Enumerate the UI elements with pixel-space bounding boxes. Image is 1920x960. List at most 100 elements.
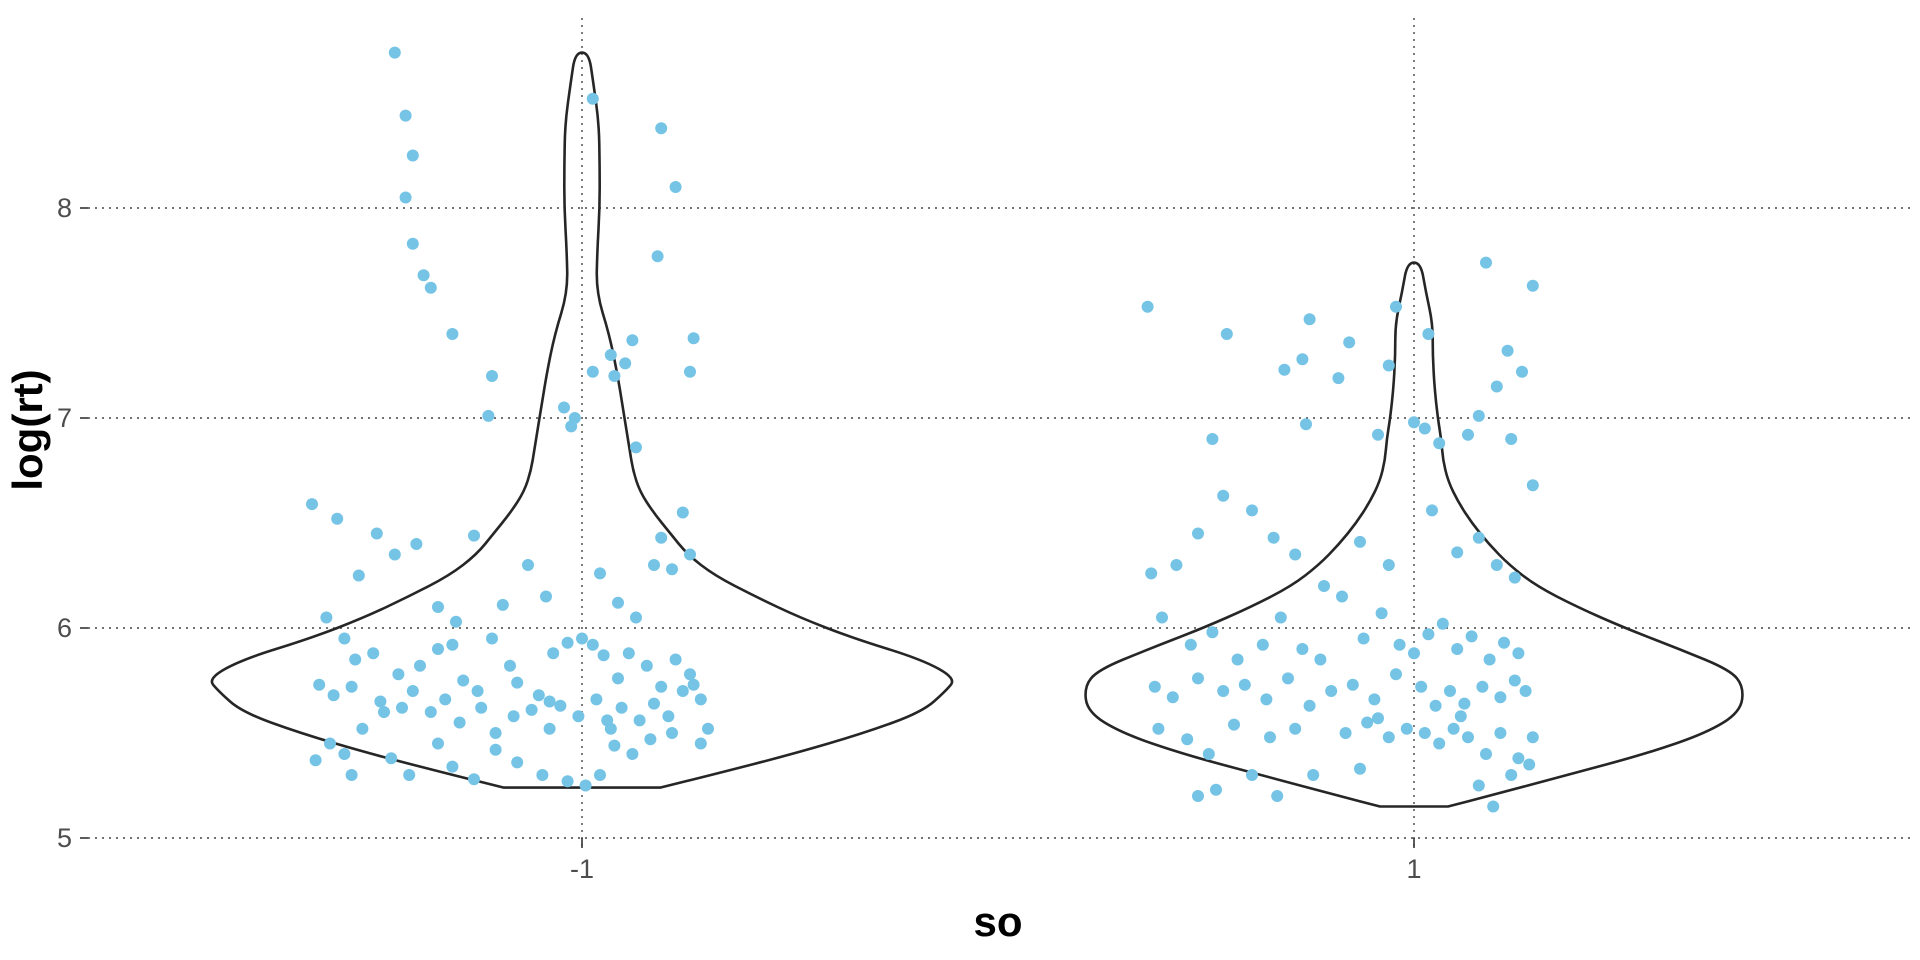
data-point <box>399 109 412 122</box>
data-point <box>1271 790 1284 802</box>
data-point <box>1148 680 1161 693</box>
data-point <box>1206 626 1219 639</box>
data-point <box>432 643 444 655</box>
data-point <box>507 710 520 723</box>
data-point <box>540 590 552 603</box>
data-point <box>1325 685 1338 697</box>
data-point <box>1246 769 1258 781</box>
y-axis-title: log(rt) <box>4 369 51 490</box>
data-point <box>1429 699 1442 712</box>
data-point <box>309 754 322 767</box>
data-point <box>1483 653 1496 666</box>
data-point <box>1339 727 1352 739</box>
data-point <box>468 529 480 542</box>
data-point <box>486 632 498 645</box>
data-point <box>1480 748 1492 760</box>
data-point <box>586 92 599 105</box>
data-point <box>666 727 678 739</box>
data-point <box>633 714 646 727</box>
data-point <box>1192 790 1204 802</box>
data-point <box>1382 731 1395 744</box>
data-point <box>424 281 437 294</box>
data-point <box>644 733 657 746</box>
data-point <box>504 659 516 672</box>
data-point <box>349 653 362 666</box>
data-point <box>676 506 689 519</box>
data-point <box>572 710 585 723</box>
data-point <box>1458 697 1471 710</box>
data-point <box>1303 313 1316 326</box>
data-point <box>1184 638 1197 651</box>
data-point <box>662 710 675 723</box>
data-point <box>356 722 369 735</box>
data-point <box>1372 712 1384 725</box>
data-point <box>1246 504 1258 517</box>
y-tick-label: 8 <box>57 193 72 223</box>
data-point <box>666 563 678 576</box>
data-point <box>561 775 574 788</box>
data-point <box>594 567 606 580</box>
data-point <box>655 531 668 544</box>
data-point <box>576 632 588 645</box>
data-point <box>457 674 470 687</box>
data-point <box>388 548 401 561</box>
data-point <box>1494 691 1507 704</box>
data-point <box>1476 680 1489 693</box>
data-point <box>1220 328 1233 340</box>
data-point <box>1512 647 1525 660</box>
data-point <box>608 739 621 752</box>
data-point <box>367 647 380 660</box>
data-point <box>630 441 642 454</box>
data-point <box>687 332 700 345</box>
data-point <box>619 357 632 370</box>
data-point <box>489 727 502 739</box>
data-point <box>1512 752 1525 765</box>
data-point <box>1300 418 1312 431</box>
data-point <box>1354 762 1366 775</box>
data-point <box>468 773 480 786</box>
data-point <box>1433 437 1446 450</box>
data-point <box>489 743 502 756</box>
data-point <box>1206 433 1219 445</box>
jitter-points <box>306 46 1539 813</box>
grid-lines <box>88 18 1912 846</box>
data-point <box>561 636 574 649</box>
data-point <box>615 701 628 714</box>
data-point <box>604 349 617 361</box>
data-point <box>1145 567 1158 580</box>
data-point <box>1307 769 1320 781</box>
data-point <box>410 538 423 550</box>
data-point <box>417 269 430 282</box>
data-point <box>684 548 696 561</box>
violin-1 <box>1084 261 1744 808</box>
data-point <box>543 722 556 735</box>
data-point <box>424 706 437 718</box>
data-point <box>676 685 689 697</box>
data-point <box>453 716 466 729</box>
data-point <box>1508 571 1521 584</box>
data-point <box>338 632 351 645</box>
data-point <box>1462 731 1474 744</box>
data-point <box>1289 722 1302 735</box>
data-point <box>482 409 495 422</box>
data-point <box>525 703 538 716</box>
data-point <box>1436 617 1449 630</box>
data-point <box>439 693 452 706</box>
data-point <box>1516 365 1528 378</box>
data-point <box>684 668 696 681</box>
data-point <box>320 611 333 624</box>
data-point <box>1505 433 1518 445</box>
data-point <box>536 769 549 781</box>
data-point <box>1415 680 1428 693</box>
data-point <box>306 498 318 511</box>
data-point <box>370 527 383 540</box>
y-tick-label: 7 <box>57 403 72 433</box>
data-point <box>532 689 545 702</box>
data-point <box>597 649 610 662</box>
x-axis-title: so <box>973 898 1022 945</box>
data-point <box>1170 559 1183 571</box>
data-point <box>1166 691 1179 704</box>
data-point <box>345 680 358 693</box>
data-point <box>1141 300 1154 313</box>
